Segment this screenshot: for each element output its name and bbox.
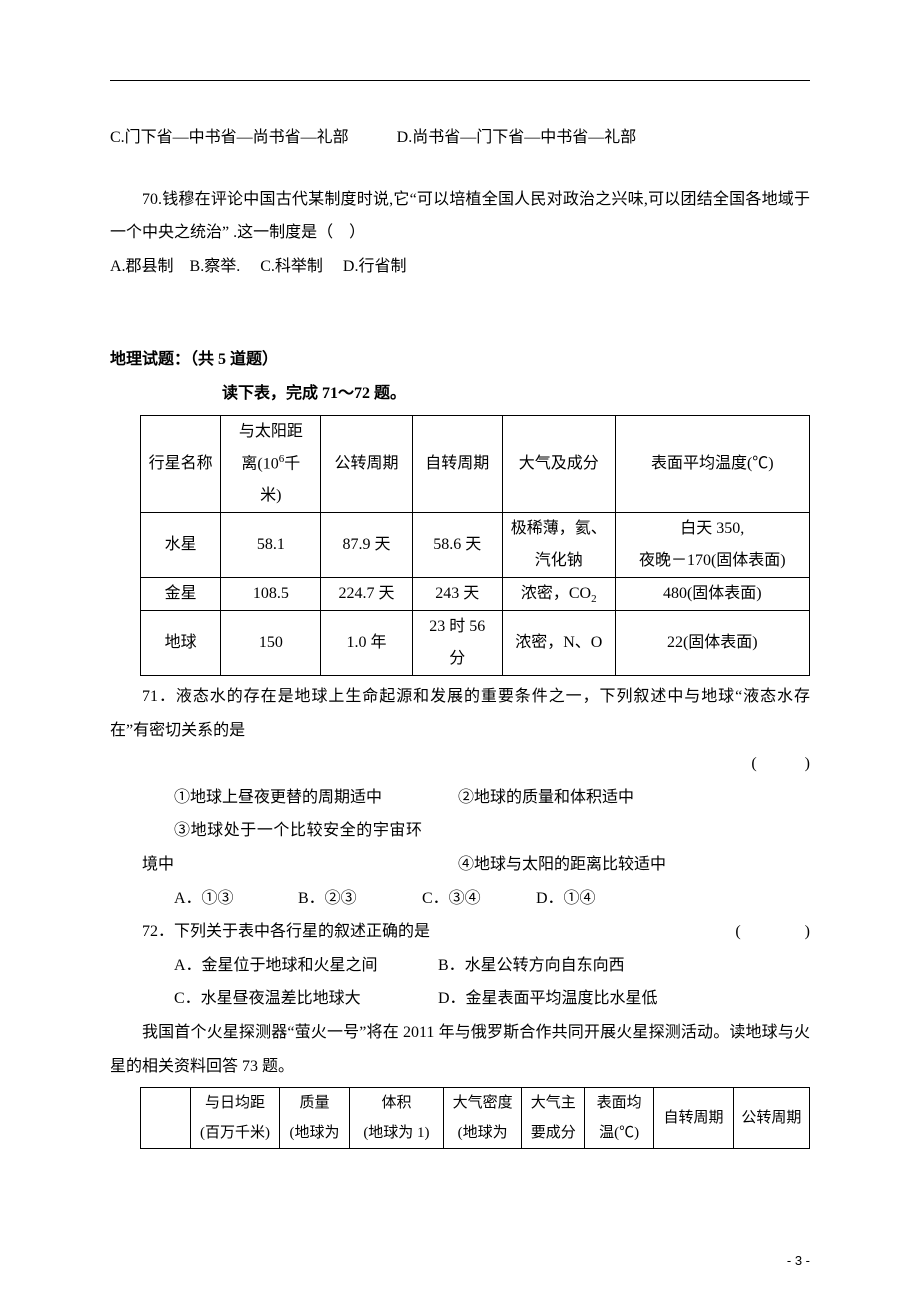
- cell-sub: 2: [591, 593, 597, 605]
- spacer: [110, 155, 810, 183]
- top-rule: [110, 80, 810, 81]
- cell-rot: 243 天: [412, 577, 502, 610]
- q71-s4: ④地球与太阳的距离比较适中: [426, 848, 666, 882]
- hdr-text: 体积: [381, 1095, 411, 1111]
- q71-s2: ②地球的质量和体积适中: [426, 781, 634, 815]
- q71-s3: ③地球处于一个比较安全的宇宙环境中: [142, 814, 422, 881]
- cell-atm: 极稀薄，氦、 汽化钠: [502, 512, 615, 577]
- q71-optD: D．①④: [504, 882, 596, 916]
- col-revolution: 公转周期: [321, 415, 412, 512]
- hdr-text: 与太阳距: [239, 423, 303, 440]
- col-name: 行星名称: [141, 415, 221, 512]
- table-row: 金星 108.5 224.7 天 243 天 浓密，CO2 480(固体表面): [141, 577, 810, 610]
- col-revolution: 公转周期: [733, 1088, 809, 1149]
- table-header-row: 行星名称 与太阳距 离(106千 米) 公转周期 自转周期 大气及成分 表面平均…: [141, 415, 810, 512]
- cell-temp: 白天 350, 夜晚－170(固体表面): [615, 512, 809, 577]
- col-mass: 质量 (地球为: [279, 1088, 349, 1149]
- q71-statements-row2: ③地球处于一个比较安全的宇宙环境中 ④地球与太阳的距离比较适中: [110, 814, 810, 881]
- cell-dist: 58.1: [221, 512, 321, 577]
- table-row: 地球 150 1.0 年 23 时 56 分 浓密，N、O 22(固体表面): [141, 611, 810, 676]
- cell-dist: 150: [221, 611, 321, 676]
- hdr-text: 大气主: [531, 1095, 576, 1111]
- q72-stem-line: 72．下列关于表中各行星的叙述正确的是 ( ): [110, 915, 810, 949]
- cell-rev: 1.0 年: [321, 611, 412, 676]
- q70-options: A.郡县制 B.察举. C.科举制 D.行省制: [110, 250, 810, 284]
- q72-optB: B．水星公转方向自东向西: [406, 949, 625, 983]
- cell-rev: 224.7 天: [321, 577, 412, 610]
- col-volume: 体积 (地球为 1): [350, 1088, 444, 1149]
- hdr-text: 千: [284, 455, 300, 472]
- hdr-text: 温(℃): [599, 1125, 639, 1141]
- cell-atm: 浓密，CO2: [502, 577, 615, 610]
- cell-text: 极稀薄，氦、: [511, 520, 607, 537]
- cell-name: 水星: [141, 512, 221, 577]
- col-distance: 与日均距 (百万千米): [191, 1088, 280, 1149]
- q72-options-row2: C．水星昼夜温差比地球大 D．金星表面平均温度比水星低: [110, 982, 810, 1016]
- col-blank: [141, 1088, 191, 1149]
- mars-intro: 我国首个火星探测器“萤火一号”将在 2011 年与俄罗斯合作共同开展火星探测活动…: [110, 1016, 810, 1083]
- q71-optC: C．③④: [390, 882, 500, 916]
- planets-table: 行星名称 与太阳距 离(106千 米) 公转周期 自转周期 大气及成分 表面平均…: [140, 415, 810, 677]
- hdr-text: (地球为: [458, 1125, 508, 1141]
- cell-text: 浓密，CO: [521, 585, 591, 602]
- geo-instruction: 读下表，完成 71～72 题。: [110, 377, 810, 411]
- table-header-row: 与日均距 (百万千米) 质量 (地球为 体积 (地球为 1) 大气密度 (地球为…: [141, 1088, 810, 1149]
- hdr-text: 要成分: [531, 1125, 576, 1141]
- col-atmosphere: 大气及成分: [502, 415, 615, 512]
- q71-stem-l1: 71．液态水的存在是地球上生命起源和发展的重要条件之一，下列叙述中与地球“液态水…: [110, 680, 810, 747]
- q72-stem: 72．下列关于表中各行星的叙述正确的是: [110, 915, 430, 949]
- hdr-text: (地球为 1): [363, 1125, 429, 1141]
- cell-text: 分: [449, 650, 465, 667]
- q71-s1: ①地球上昼夜更替的周期适中: [142, 781, 422, 815]
- q72-optA: A．金星位于地球和火星之间: [142, 949, 402, 983]
- q72-options-row1: A．金星位于地球和火星之间 B．水星公转方向自东向西: [110, 949, 810, 983]
- cell-temp: 22(固体表面): [615, 611, 809, 676]
- hdr-text: (百万千米): [200, 1125, 270, 1141]
- cell-text: 23 时 56: [429, 618, 485, 635]
- q69-options-cd: C.门下省—中书省—尚书省—礼部 D.尚书省—门下省—中书省—礼部: [110, 121, 810, 155]
- spacer: [110, 283, 810, 343]
- col-temperature: 表面平均温度(℃): [615, 415, 809, 512]
- col-rotation: 自转周期: [412, 415, 502, 512]
- col-atm-comp: 大气主 要成分: [522, 1088, 585, 1149]
- cell-text: 白天 350,: [680, 520, 744, 537]
- table-row: 水星 58.1 87.9 天 58.6 天 极稀薄，氦、 汽化钠 白天 350,…: [141, 512, 810, 577]
- hdr-text: 离(10: [241, 455, 278, 472]
- cell-temp: 480(固体表面): [615, 577, 809, 610]
- q71-paren: ( ): [751, 747, 810, 781]
- page: C.门下省—中书省—尚书省—礼部 D.尚书省—门下省—中书省—礼部 70.钱穆在…: [0, 0, 920, 1302]
- cell-rot: 23 时 56 分: [412, 611, 502, 676]
- hdr-text: (地球为: [289, 1125, 339, 1141]
- q71-stem-text: 71．液态水的存在是地球上生命起源和发展的重要条件之一，下列叙述中与地球“液态水…: [110, 688, 810, 739]
- page-number: - 3 -: [787, 1247, 810, 1274]
- cell-rev: 87.9 天: [321, 512, 412, 577]
- q72-paren: ( ): [735, 915, 810, 949]
- q71-optB: B．②③: [266, 882, 386, 916]
- hdr-text: 表面均: [597, 1095, 642, 1111]
- hdr-text: 米): [260, 487, 281, 504]
- cell-dist: 108.5: [221, 577, 321, 610]
- col-rotation: 自转周期: [654, 1088, 734, 1149]
- cell-name: 金星: [141, 577, 221, 610]
- q72-optC: C．水星昼夜温差比地球大: [142, 982, 402, 1016]
- q71-options: A．①③ B．②③ C．③④ D．①④: [110, 882, 810, 916]
- cell-text: 汽化钠: [535, 552, 583, 569]
- cell-rot: 58.6 天: [412, 512, 502, 577]
- cell-atm: 浓密，N、O: [502, 611, 615, 676]
- geo-heading: 地理试题：（共 5 道题）: [110, 343, 810, 377]
- hdr-text: 与日均距: [205, 1095, 265, 1111]
- hdr-text: 质量: [299, 1095, 329, 1111]
- q72-optD: D．金星表面平均温度比水星低: [406, 982, 658, 1016]
- col-distance: 与太阳距 离(106千 米): [221, 415, 321, 512]
- cell-text: 夜晚－170(固体表面): [639, 552, 786, 569]
- hdr-text: 大气密度: [453, 1095, 513, 1111]
- earth-mars-table: 与日均距 (百万千米) 质量 (地球为 体积 (地球为 1) 大气密度 (地球为…: [140, 1087, 810, 1149]
- q71-statements-row1: ①地球上昼夜更替的周期适中 ②地球的质量和体积适中: [110, 781, 810, 815]
- q70-stem: 70.钱穆在评论中国古代某制度时说,它“可以培植全国人民对政治之兴味,可以团结全…: [110, 183, 810, 250]
- col-surface-temp: 表面均 温(℃): [585, 1088, 654, 1149]
- q71-optA: A．①③: [142, 882, 262, 916]
- col-atm-density: 大气密度 (地球为: [443, 1088, 522, 1149]
- cell-name: 地球: [141, 611, 221, 676]
- q71-stem-l2: ( ): [110, 747, 810, 781]
